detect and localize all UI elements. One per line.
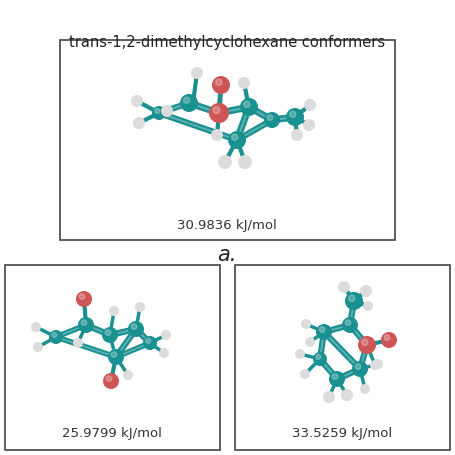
Circle shape (216, 79, 222, 86)
Circle shape (238, 77, 250, 89)
Circle shape (109, 349, 121, 361)
Circle shape (106, 376, 112, 381)
Circle shape (381, 332, 397, 348)
Circle shape (33, 342, 43, 352)
Circle shape (184, 97, 190, 103)
Circle shape (108, 349, 124, 365)
Circle shape (289, 111, 296, 117)
Text: 33.5259 kJ/mol: 33.5259 kJ/mol (292, 426, 392, 440)
Circle shape (232, 134, 238, 141)
Circle shape (316, 324, 332, 340)
Circle shape (211, 129, 223, 141)
Circle shape (286, 108, 304, 126)
Circle shape (338, 281, 350, 293)
Circle shape (128, 321, 144, 337)
Circle shape (73, 338, 83, 348)
Circle shape (105, 330, 111, 335)
Circle shape (111, 352, 117, 357)
Circle shape (76, 291, 92, 307)
Circle shape (323, 391, 335, 403)
Circle shape (213, 106, 220, 113)
FancyBboxPatch shape (5, 265, 220, 450)
Circle shape (301, 319, 311, 329)
Circle shape (370, 360, 380, 370)
Circle shape (78, 317, 94, 333)
Circle shape (133, 117, 145, 129)
Circle shape (180, 94, 198, 112)
Circle shape (81, 320, 87, 325)
Text: 25.9799 kJ/mol: 25.9799 kJ/mol (62, 426, 162, 440)
Circle shape (300, 369, 310, 379)
Circle shape (161, 105, 173, 117)
Circle shape (373, 359, 383, 369)
Circle shape (319, 327, 325, 333)
Circle shape (109, 306, 119, 316)
Circle shape (303, 119, 315, 131)
Circle shape (342, 317, 358, 333)
Circle shape (304, 99, 316, 111)
Text: a.: a. (217, 245, 237, 265)
Circle shape (313, 352, 327, 366)
Text: trans-1,2-dimethylcyclohexane conformers: trans-1,2-dimethylcyclohexane conformers (69, 35, 385, 51)
FancyBboxPatch shape (235, 265, 450, 450)
Circle shape (291, 129, 303, 141)
Circle shape (218, 155, 232, 169)
Circle shape (31, 322, 41, 332)
Circle shape (345, 320, 351, 325)
Circle shape (135, 302, 145, 312)
Circle shape (131, 324, 137, 329)
Circle shape (345, 292, 363, 310)
Circle shape (191, 67, 203, 79)
Circle shape (79, 294, 85, 299)
Circle shape (143, 336, 157, 350)
Circle shape (384, 335, 390, 340)
Circle shape (240, 98, 258, 116)
Circle shape (209, 103, 229, 123)
Circle shape (161, 330, 171, 340)
Circle shape (341, 389, 353, 401)
Circle shape (146, 339, 151, 344)
Circle shape (238, 155, 252, 169)
Circle shape (349, 295, 355, 302)
Circle shape (295, 349, 305, 359)
Circle shape (358, 336, 376, 354)
Circle shape (155, 108, 160, 113)
Circle shape (228, 131, 246, 149)
Circle shape (131, 95, 143, 107)
Circle shape (329, 371, 345, 387)
Circle shape (123, 370, 133, 380)
Circle shape (152, 106, 166, 120)
Circle shape (52, 333, 57, 337)
Circle shape (332, 374, 338, 379)
Circle shape (355, 364, 361, 369)
Text: 30.9836 kJ/mol: 30.9836 kJ/mol (177, 218, 277, 232)
Circle shape (243, 101, 250, 107)
Circle shape (264, 112, 280, 128)
Circle shape (352, 361, 368, 377)
Circle shape (102, 327, 118, 343)
Circle shape (362, 339, 368, 345)
Circle shape (360, 285, 372, 297)
Circle shape (212, 76, 230, 94)
Circle shape (363, 301, 373, 311)
Circle shape (360, 384, 370, 394)
Circle shape (49, 330, 63, 344)
Circle shape (103, 373, 119, 389)
Circle shape (159, 348, 169, 358)
FancyBboxPatch shape (60, 40, 395, 240)
Circle shape (305, 337, 315, 347)
Circle shape (267, 115, 273, 121)
Circle shape (316, 354, 321, 359)
